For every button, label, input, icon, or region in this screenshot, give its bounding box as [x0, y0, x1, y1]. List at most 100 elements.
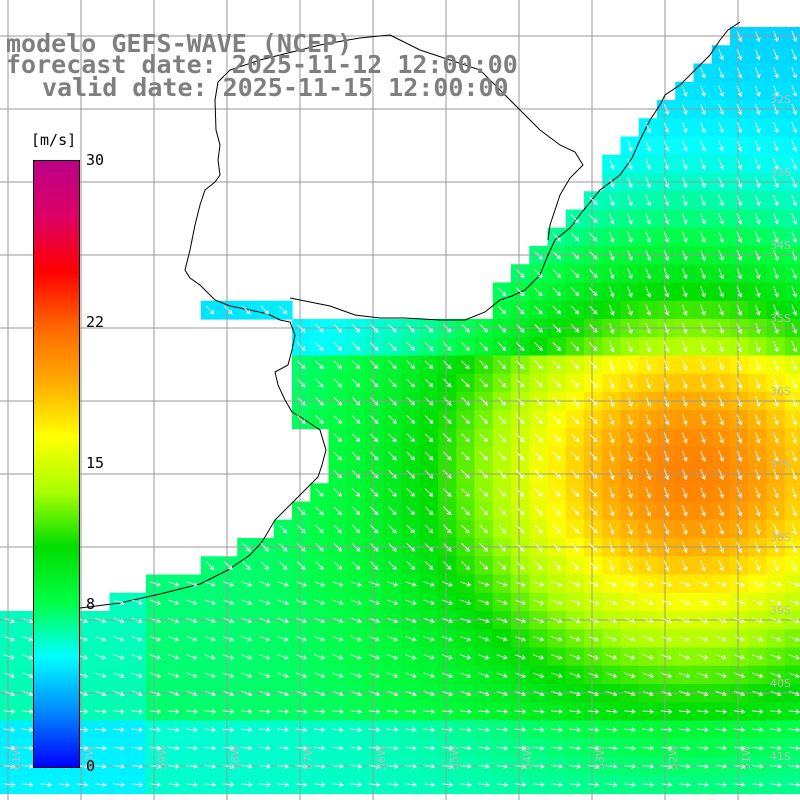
wind-arrow — [240, 709, 253, 715]
wind-arrow — [660, 581, 673, 587]
wind-arrow — [608, 487, 615, 499]
wind-arrow — [368, 617, 381, 624]
wind-arrow — [369, 396, 379, 406]
latitude-labels: 32S 33S 34S 35S 36S 37S 38S 39S 40S 41S — [770, 93, 791, 763]
wind-arrow — [791, 249, 797, 262]
wind-arrow — [552, 542, 562, 552]
wind-arrow — [736, 341, 743, 353]
wind-arrow — [660, 617, 673, 624]
wind-arrow — [205, 305, 215, 315]
colorbar-tick: 22 — [86, 312, 105, 331]
wind-arrow — [791, 158, 797, 170]
wind-arrow — [678, 782, 691, 788]
wind-arrow — [479, 506, 489, 516]
wind-arrow — [736, 432, 743, 444]
wind-arrow — [718, 341, 724, 353]
wind-arrow — [351, 506, 361, 516]
wind-arrow — [478, 690, 490, 697]
wind-arrow — [277, 636, 289, 642]
wind-arrow — [168, 690, 180, 697]
wind-arrow — [551, 727, 563, 733]
wind-arrow — [532, 709, 545, 715]
wind-arrow — [715, 654, 727, 660]
wind-arrow — [333, 524, 343, 534]
wind-arrow — [95, 617, 107, 624]
wind-arrow — [715, 672, 727, 678]
wind-arrow — [788, 581, 800, 587]
wind-arrow — [442, 360, 452, 370]
wind-arrow — [788, 617, 800, 624]
wind-arrow — [791, 140, 797, 152]
colorbar-tick: 0 — [86, 757, 96, 775]
wind-arrow — [751, 745, 764, 751]
wind-arrow — [424, 433, 434, 443]
wind-arrow — [570, 232, 580, 242]
wind-arrow — [718, 85, 724, 97]
wind-arrow — [645, 249, 651, 262]
wind-arrow — [460, 599, 472, 605]
wind-arrow — [406, 506, 416, 516]
wind-arrow — [22, 672, 34, 678]
wind-arrow — [679, 636, 691, 642]
wind-arrow — [168, 581, 180, 587]
latitude-label: 41S — [770, 750, 791, 763]
wind-arrow — [315, 378, 324, 388]
wind-arrow — [608, 541, 615, 554]
wind-arrow — [168, 654, 180, 660]
wind-arrow — [754, 195, 761, 207]
wind-arrow — [240, 782, 253, 788]
wind-arrow — [461, 415, 470, 424]
wind-cell — [784, 264, 800, 284]
wind-arrow — [627, 268, 633, 280]
wind-arrow — [496, 690, 508, 697]
wind-arrow — [406, 488, 416, 497]
wind-arrow — [627, 195, 633, 207]
wind-arrow — [113, 763, 125, 769]
wind-arrow — [423, 763, 436, 769]
wind-arrow — [773, 49, 779, 61]
wind-arrow — [645, 268, 651, 280]
wind-arrow — [715, 617, 727, 624]
wind-arrow — [186, 581, 198, 587]
colorbar-unit: [m/s] — [31, 131, 77, 149]
wind-arrow — [223, 305, 233, 315]
wind-arrow — [718, 67, 724, 79]
wind-arrow — [442, 524, 452, 534]
wind-arrow — [534, 287, 543, 297]
wind-arrow — [368, 690, 381, 697]
wind-arrow — [718, 140, 724, 152]
wind-arrow — [131, 745, 144, 751]
wind-cell — [784, 337, 800, 357]
wind-arrow — [624, 709, 636, 715]
wind-arrow — [627, 286, 633, 298]
wind-arrow — [388, 488, 397, 497]
wind-arrow — [131, 782, 144, 788]
wind-arrow — [718, 395, 724, 408]
latitude-label: 35S — [770, 312, 791, 325]
wind-arrow — [697, 617, 709, 624]
wind-arrow — [773, 560, 779, 572]
wind-arrow — [497, 360, 507, 370]
wind-arrow — [552, 415, 562, 424]
wind-arrow — [697, 581, 709, 587]
wind-arrow — [204, 672, 216, 678]
wind-arrow — [423, 782, 436, 788]
wind-arrow — [718, 414, 724, 426]
wind-arrow — [333, 342, 343, 351]
wind-arrow — [514, 654, 527, 660]
wind-arrow — [770, 782, 782, 788]
wind-arrow — [461, 451, 470, 461]
wind-arrow — [663, 414, 670, 426]
wind-arrow — [681, 468, 688, 481]
wind-arrow — [534, 250, 543, 260]
wind-arrow — [405, 727, 417, 733]
wind-arrow — [754, 341, 761, 353]
wind-arrow — [479, 378, 489, 388]
wind-arrow — [113, 654, 125, 660]
wind-arrow — [679, 672, 691, 678]
wind-arrow — [461, 488, 470, 497]
wind-arrow — [678, 709, 691, 715]
wind-arrow — [700, 341, 706, 353]
wind-arrow — [131, 617, 143, 624]
wind-cell — [784, 136, 800, 156]
